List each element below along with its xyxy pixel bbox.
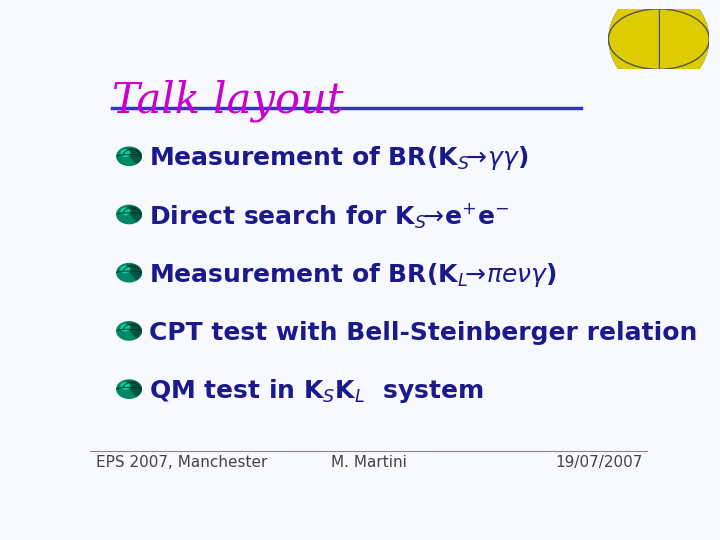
Circle shape (121, 383, 130, 389)
Wedge shape (126, 323, 141, 338)
Circle shape (117, 322, 141, 340)
Circle shape (117, 264, 141, 282)
Circle shape (121, 208, 130, 214)
Circle shape (117, 205, 141, 224)
Wedge shape (126, 381, 141, 396)
Text: QM test in K$_{S}$K$_{L}$  system: QM test in K$_{S}$K$_{L}$ system (148, 377, 483, 405)
Wedge shape (126, 207, 141, 221)
Text: M. Martini: M. Martini (331, 455, 407, 470)
Circle shape (117, 380, 141, 399)
Text: Measurement of BR(K$_{S}\!\!\rightarrow\!\gamma\gamma$): Measurement of BR(K$_{S}\!\!\rightarrow\… (148, 144, 528, 172)
Text: Direct search for K$_{S}\!\!\rightarrow\!$e$^{+}$e$^{-}$: Direct search for K$_{S}\!\!\rightarrow\… (148, 202, 508, 231)
Circle shape (121, 266, 130, 273)
Text: CPT test with Bell-Steinberger relation: CPT test with Bell-Steinberger relation (148, 321, 697, 345)
Circle shape (121, 325, 130, 331)
Text: Talk layout: Talk layout (112, 79, 344, 122)
Circle shape (121, 150, 130, 156)
Text: Measurement of BR(K$_{L}\!\!\rightarrow\!\pi e\nu\gamma$): Measurement of BR(K$_{L}\!\!\rightarrow\… (148, 261, 557, 289)
Wedge shape (126, 265, 141, 279)
Wedge shape (608, 0, 709, 90)
Wedge shape (608, 0, 709, 90)
Text: EPS 2007, Manchester: EPS 2007, Manchester (96, 455, 267, 470)
Wedge shape (126, 148, 141, 163)
Text: 19/07/2007: 19/07/2007 (555, 455, 642, 470)
Circle shape (117, 147, 141, 165)
